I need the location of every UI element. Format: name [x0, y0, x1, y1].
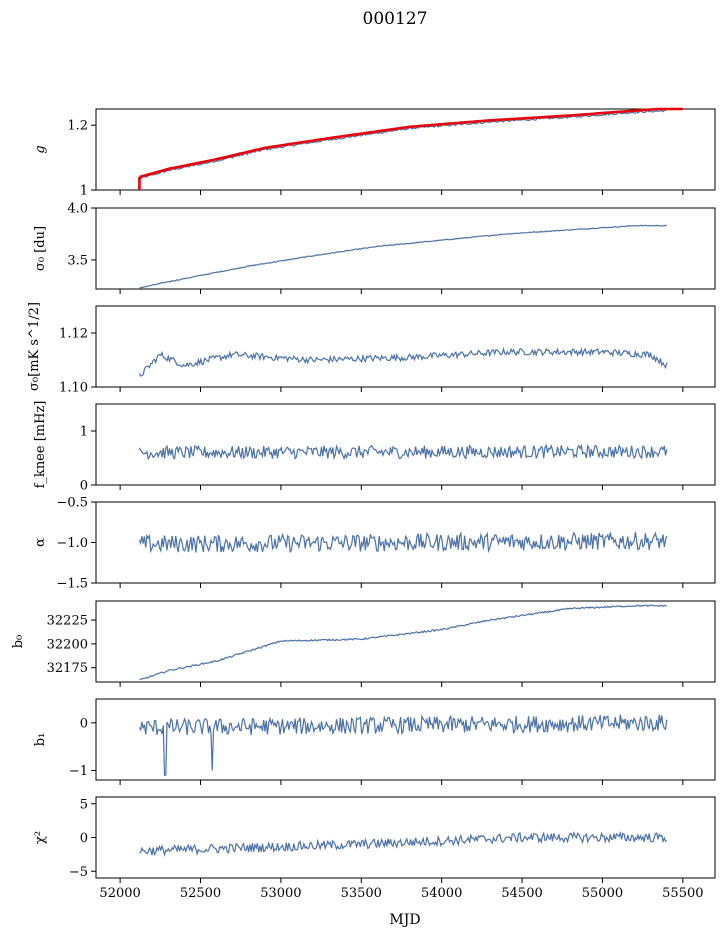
- y-tick-label: 1.2: [67, 119, 88, 134]
- series-line-sigma0-du: [139, 224, 667, 289]
- y-tick-label: 4.0: [67, 202, 88, 217]
- y-tick-label: −0.5: [56, 496, 88, 511]
- y-tick-label: 0: [80, 831, 88, 846]
- panel-b1: −1 0 b₁: [33, 698, 716, 785]
- x-tick-label: 55500: [662, 886, 703, 901]
- y-tick-label: 5: [80, 797, 88, 812]
- series-line-alpha: [138, 531, 668, 554]
- series-line-g: [139, 109, 667, 180]
- series-line-b0: [139, 604, 667, 680]
- panel-frame: [95, 698, 716, 781]
- y-tick-label: 3.5: [67, 253, 88, 268]
- panel-frame: [95, 207, 716, 290]
- series-line-sigma0-mk: [138, 346, 668, 377]
- y-tick-label: 1: [80, 184, 88, 199]
- x-tick-label: 53500: [341, 886, 382, 901]
- panel-fknee: 0 1 f_knee [mHz]: [33, 401, 716, 494]
- y-axis-label: σ₀ [du]: [33, 226, 48, 271]
- x-tick-label: 52000: [99, 886, 140, 901]
- x-tick-label: 54500: [501, 886, 542, 901]
- y-tick-label: 32200: [47, 637, 88, 652]
- y-tick-label: 0: [80, 479, 88, 494]
- panel-frame: [95, 305, 716, 388]
- y-tick-label: −1: [69, 764, 88, 779]
- y-tick-label: 1.12: [59, 327, 88, 342]
- series-line-chi2: [138, 830, 667, 858]
- panel-g: 1 1.2 g: [33, 107, 716, 199]
- series-line-fknee: [138, 443, 668, 461]
- y-tick-label: 1.10: [59, 381, 88, 396]
- y-tick-label: −1.5: [56, 577, 88, 592]
- y-axis-label: σ₀[mK s^1/2]: [27, 302, 42, 391]
- panel-alpha: −1.5 −1.0 −0.5 α: [33, 496, 716, 592]
- x-tick-label: 52500: [180, 886, 221, 901]
- y-tick-label: 32225: [47, 614, 88, 629]
- y-axis-label: g: [33, 145, 48, 153]
- y-axis-label: χ²: [33, 831, 48, 844]
- x-tick-label: 55000: [582, 886, 623, 901]
- panel-frame: [95, 108, 716, 191]
- series-line-b1: [138, 714, 668, 776]
- y-tick-label: 32175: [47, 661, 88, 676]
- panel-frame: [95, 403, 716, 486]
- y-axis-label: α: [33, 538, 48, 547]
- fit-line-g: [139, 107, 683, 179]
- y-axis-label: b₁: [33, 733, 48, 747]
- y-axis-label: f_knee [mHz]: [33, 401, 48, 489]
- y-tick-label: −5: [69, 865, 88, 880]
- y-tick-label: 0: [80, 716, 88, 731]
- panel-sigma0-du: 3.5 4.0 σ₀ [du]: [33, 202, 716, 294]
- x-tick-label: 53000: [260, 886, 301, 901]
- y-tick-label: −1.0: [56, 536, 88, 551]
- panel-b0: 32175 32200 32225 b₀: [11, 600, 716, 687]
- x-axis-label: MJD: [389, 912, 420, 928]
- y-axis-label: b₀: [11, 635, 26, 649]
- chart-title: 000127: [363, 9, 428, 29]
- panel-chi2: −5 0 5 52000 52500 53000 53500 54000 54500 55000 5…: [33, 796, 716, 901]
- x-tick-label: 54000: [421, 886, 462, 901]
- y-tick-label: 1: [80, 425, 88, 440]
- panel-frame: [95, 600, 716, 683]
- panel-sigma0-mk: 1.10 1.12 σ₀[mK s^1/2]: [27, 302, 716, 396]
